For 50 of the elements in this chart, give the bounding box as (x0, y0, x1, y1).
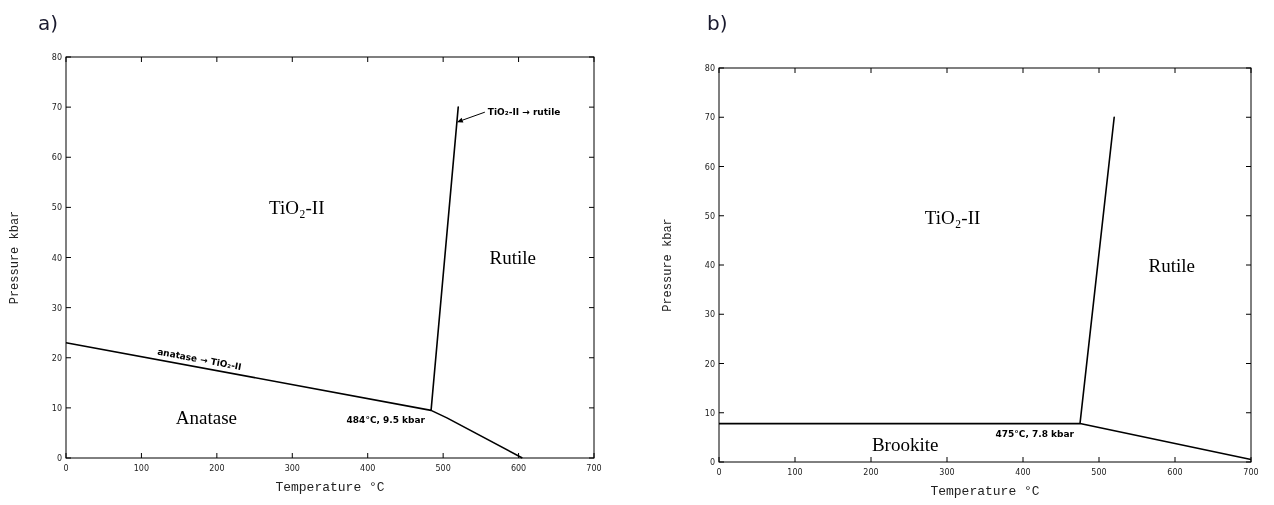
annotation: anatase → TiO₂-II (156, 346, 243, 373)
x-tick-label: 700 (1243, 468, 1259, 477)
x-axis-title: Temperature °C (275, 480, 385, 495)
x-tick-label: 500 (1091, 468, 1107, 477)
y-tick-label: 50 (51, 203, 62, 213)
annotation: TiO₂-II (924, 206, 981, 228)
annotation: 484°C, 9.5 kbar (346, 415, 426, 426)
x-tick-label: 200 (209, 464, 225, 473)
y-tick-label: 70 (51, 103, 62, 113)
x-tick-label: 0 (63, 464, 69, 473)
y-tick-label: 60 (704, 162, 715, 172)
y-tick-label: 30 (51, 303, 62, 313)
x-tick-label: 100 (787, 468, 803, 477)
y-tick-label: 40 (51, 253, 62, 263)
y-tick-label: 80 (51, 53, 62, 62)
x-tick-label: 100 (133, 464, 150, 473)
y-tick-label: 30 (704, 310, 715, 320)
y-tick-label: 70 (704, 113, 715, 123)
annotation: Rutile (489, 246, 536, 268)
annotation: TiO₂-II (268, 196, 325, 218)
x-tick-label: 400 (1015, 468, 1031, 477)
y-tick-label: 80 (704, 64, 715, 73)
x-tick-label: 700 (586, 464, 602, 473)
x-axis-title: Temperature °C (930, 484, 1040, 499)
y-tick-label: 20 (704, 359, 715, 369)
x-tick-label: 400 (360, 464, 376, 473)
x-tick-label: 300 (284, 464, 300, 473)
y-tick-label: 20 (51, 353, 62, 363)
x-tick-label: 300 (939, 468, 955, 477)
x-tick-label: 600 (1167, 468, 1183, 477)
x-tick-label: 600 (510, 464, 527, 473)
chart-title: a) (38, 11, 59, 35)
annotation: 475°C, 7.8 kbar (995, 428, 1075, 439)
y-axis-title: Pressure kbar (8, 210, 22, 305)
y-tick-label: 60 (51, 153, 62, 163)
x-tick-label: 500 (435, 464, 451, 473)
y-tick-label: 0 (709, 458, 715, 467)
y-tick-label: 10 (51, 403, 62, 413)
y-tick-label: 10 (704, 408, 715, 418)
x-tick-label: 200 (863, 468, 879, 477)
y-axis-title: Pressure kbar (661, 218, 675, 312)
y-tick-label: 0 (56, 454, 62, 463)
x-tick-label: 0 (716, 468, 722, 477)
annotation: Anatase (175, 406, 238, 428)
chart-title: b) (707, 11, 728, 35)
y-tick-label: 40 (704, 261, 715, 270)
y-tick-label: 50 (704, 211, 715, 221)
annotation: TiO₂-II → rutile (487, 107, 561, 118)
annotation: Rutile (1148, 255, 1195, 277)
annotation: Brookite (871, 434, 939, 456)
